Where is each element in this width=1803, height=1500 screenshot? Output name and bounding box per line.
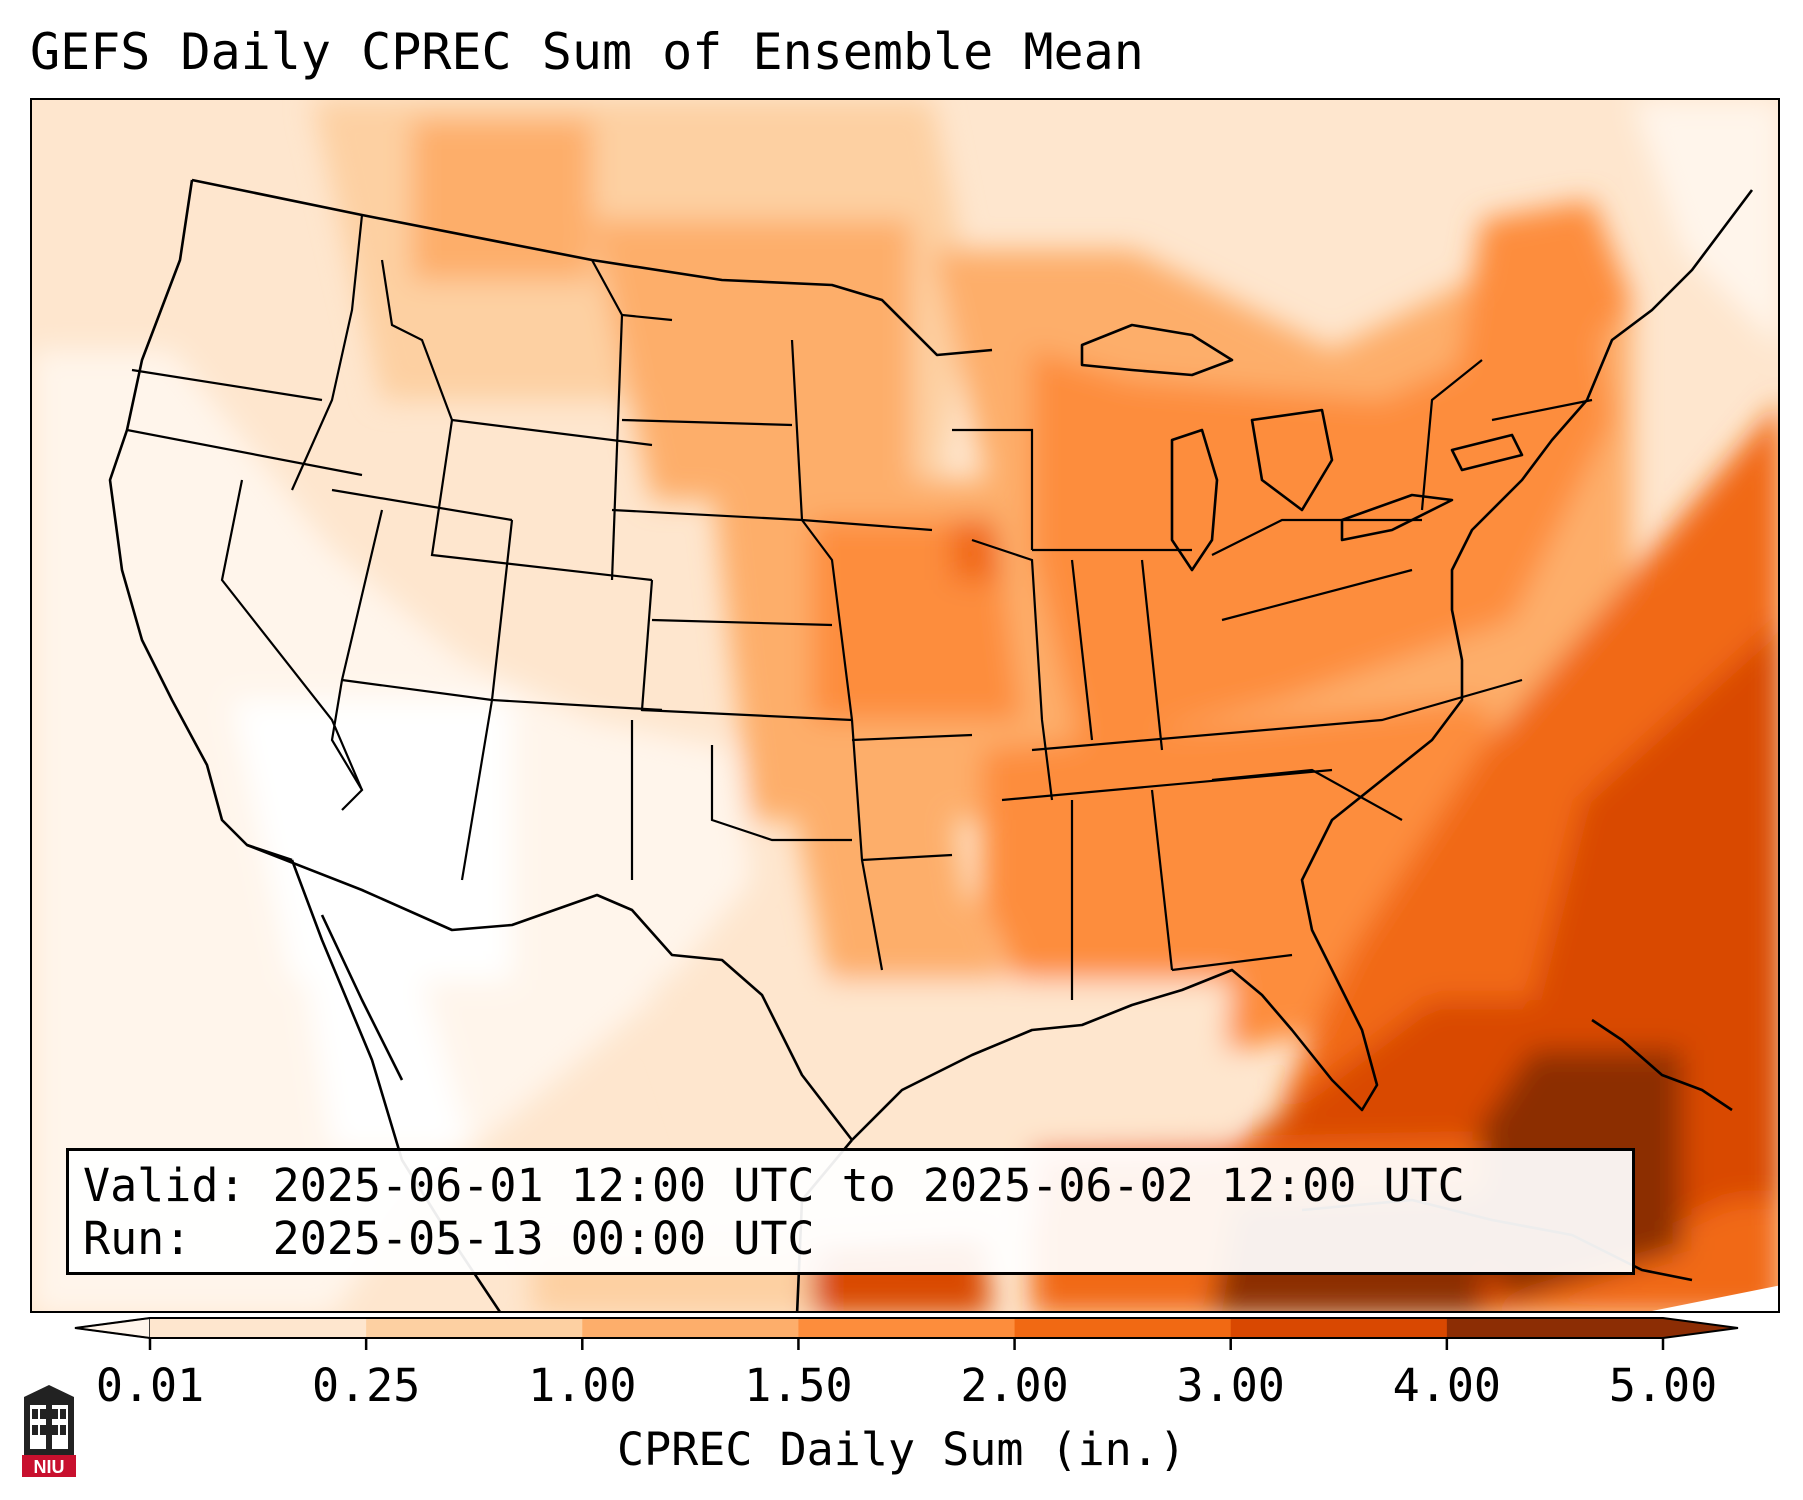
lake-superior — [1080, 323, 1234, 377]
border-new-england — [1491, 398, 1593, 422]
border-il — [971, 538, 1054, 801]
border-az-nm — [460, 699, 494, 881]
border-ut-co — [490, 519, 663, 712]
canada-border — [191, 178, 993, 357]
border-nd-sd — [621, 418, 793, 427]
border-mn-ia-mo — [790, 339, 854, 721]
border-in — [1070, 559, 1094, 741]
border-sd-ne — [611, 508, 803, 522]
colorbar-ticks — [148, 1338, 1665, 1350]
border-ne-ks — [651, 618, 833, 627]
valid-value: 2025-06-01 12:00 UTC to 2025-06-02 12:00… — [272, 1159, 1465, 1212]
colorbar-extend-high — [1663, 1318, 1738, 1338]
colorbar-tick-label: 0.01 — [95, 1359, 205, 1412]
run-label: Run: — [83, 1212, 192, 1265]
border-md-wv — [1221, 568, 1413, 622]
bahamas-coast — [1591, 1018, 1733, 1112]
border-mo-ar — [851, 733, 973, 742]
border-mt-nd-sd — [610, 314, 624, 581]
map-title: GEFS Daily CPREC Sum of Ensemble Mean — [30, 23, 1144, 81]
border-ok-tx — [710, 745, 852, 842]
border-or-wa — [131, 368, 323, 402]
border-wy — [430, 419, 653, 582]
run-value: 2025-05-13 00:00 UTC — [272, 1212, 815, 1265]
lake-erie — [1340, 493, 1454, 542]
border-al-ga — [1150, 789, 1174, 971]
colorbar-tick-label: 4.00 — [1392, 1359, 1502, 1412]
colorbar-label: CPREC Daily Sum (in.) — [617, 1423, 1186, 1476]
niu-logo: NIU — [22, 1385, 76, 1477]
colorbar-tick-label: 1.50 — [744, 1359, 853, 1412]
atlantic-gulf-coast — [851, 189, 1754, 1141]
border-nv-az — [330, 509, 384, 811]
border-nv-id-ut — [331, 488, 513, 522]
colorbar-tick-label: 5.00 — [1608, 1359, 1718, 1412]
colorbar-segment — [582, 1318, 799, 1338]
precip-field — [32, 100, 1778, 1311]
colorbar-segments — [74, 1317, 1739, 1339]
colorbar-segment — [1446, 1318, 1664, 1338]
colorbar-segment — [150, 1318, 367, 1338]
border-wa-id — [290, 214, 364, 491]
border-ut-az — [341, 678, 493, 702]
pacific-coast — [108, 179, 293, 862]
colorbar-segment — [366, 1318, 583, 1338]
colorbar-tick-label: 0.25 — [311, 1359, 421, 1412]
baja-coast — [320, 914, 404, 1081]
lake-huron — [1250, 408, 1334, 512]
state-borders — [126, 214, 1593, 1000]
valid-run-info-box: Valid: 2025-06-01 12:00 UTC to 2025-06-0… — [66, 1148, 1635, 1275]
border-mn-ia — [801, 518, 933, 532]
colorbar-segment — [1230, 1318, 1448, 1338]
valid-label: Valid: — [83, 1159, 246, 1212]
border-wy-mt — [451, 418, 653, 447]
border-ar-la — [861, 853, 953, 862]
lake-ontario — [1450, 433, 1524, 472]
colorbar-segment — [798, 1318, 1016, 1338]
border-ny — [1420, 359, 1483, 511]
precip-map — [30, 98, 1780, 1313]
border-oh — [1140, 559, 1164, 751]
border-ca-or-nv — [126, 428, 363, 477]
border-sc — [1211, 768, 1403, 821]
border-fl — [1171, 953, 1293, 972]
logo-text: NIU — [34, 1457, 65, 1477]
border-wi — [952, 428, 1034, 550]
border-ca-nv — [220, 479, 364, 791]
colorbar-segment — [1014, 1318, 1232, 1338]
colorbar-tick-label: 2.00 — [960, 1359, 1069, 1412]
colorbar-extend-low — [74, 1317, 151, 1339]
colorbar-tick-label: 3.00 — [1176, 1359, 1285, 1412]
border-tn-south — [1001, 768, 1333, 802]
lake-michigan — [1170, 428, 1219, 572]
colorbar — [74, 1317, 1739, 1350]
border-id-mt — [380, 259, 454, 421]
border-tn-ky-va-nc — [1031, 678, 1523, 752]
border-ks-ok — [641, 708, 853, 722]
precip-shading — [32, 100, 1778, 1311]
mexico-border — [246, 843, 854, 1141]
colorbar-tick-label: 1.00 — [528, 1359, 637, 1412]
border-pa — [1211, 518, 1422, 556]
